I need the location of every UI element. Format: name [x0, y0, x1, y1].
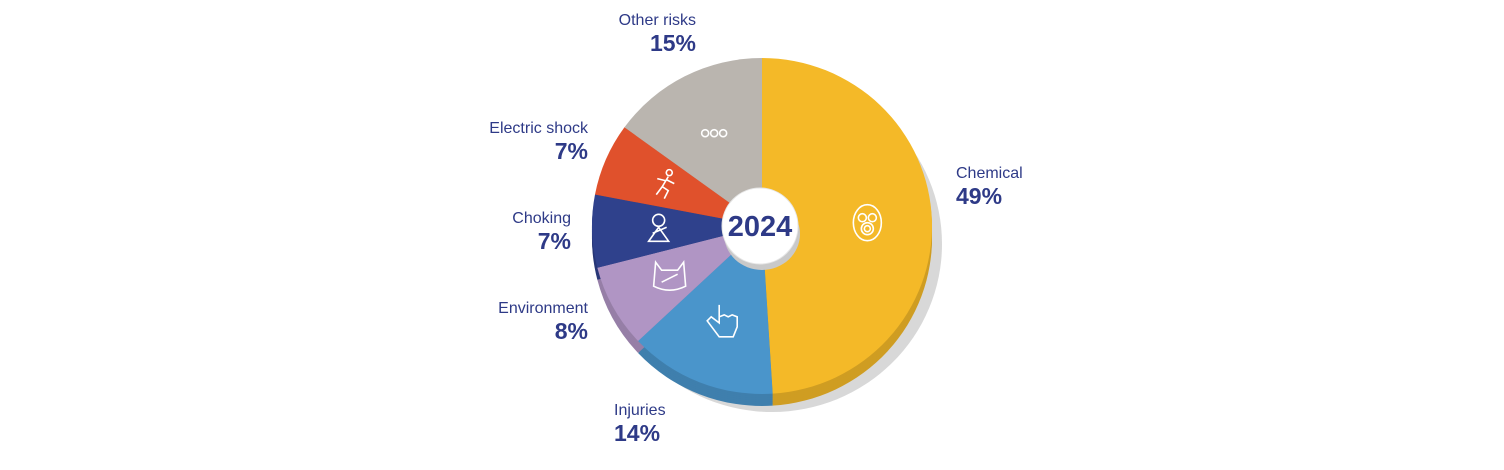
slice-name: Electric shock	[489, 120, 588, 137]
slice-name: Other risks	[618, 12, 696, 29]
label-other-risks: Other risks 15%	[619, 12, 696, 57]
center-disc	[721, 187, 799, 265]
label-electric-shock: Electric shock 7%	[489, 120, 588, 165]
gas-mask-icon	[852, 203, 883, 242]
slice-injuries	[638, 226, 773, 394]
slice-value: 7%	[554, 138, 588, 165]
slice-value: 14%	[614, 420, 661, 447]
choking-person-icon	[647, 213, 671, 243]
label-chemical: Chemical 49%	[956, 165, 1023, 210]
slice-choking	[592, 194, 762, 268]
pointing-hand-icon	[706, 304, 738, 338]
slice-value: 49%	[956, 183, 1003, 210]
plastic-bag-icon	[652, 260, 687, 291]
electrocuted-person-icon	[655, 168, 675, 199]
label-choking: Choking 7%	[512, 210, 571, 255]
slice-other-risks	[624, 58, 762, 226]
label-injuries: Injuries 14%	[614, 402, 666, 447]
slice-name: Choking	[512, 210, 571, 227]
center-label: 2024	[728, 211, 793, 243]
slice-name: Injuries	[614, 402, 666, 419]
slice-name: Environment	[498, 300, 588, 317]
slice-electric-shock	[595, 127, 762, 226]
label-environment: Environment 8%	[498, 300, 588, 345]
slice-chemical	[762, 58, 932, 394]
slice-value: 7%	[537, 228, 571, 255]
three-dots-icon	[700, 128, 728, 138]
slice-value: 15%	[649, 30, 696, 57]
slice-name: Chemical	[956, 165, 1023, 182]
slice-value: 8%	[554, 318, 588, 345]
slice-environment	[597, 226, 762, 342]
